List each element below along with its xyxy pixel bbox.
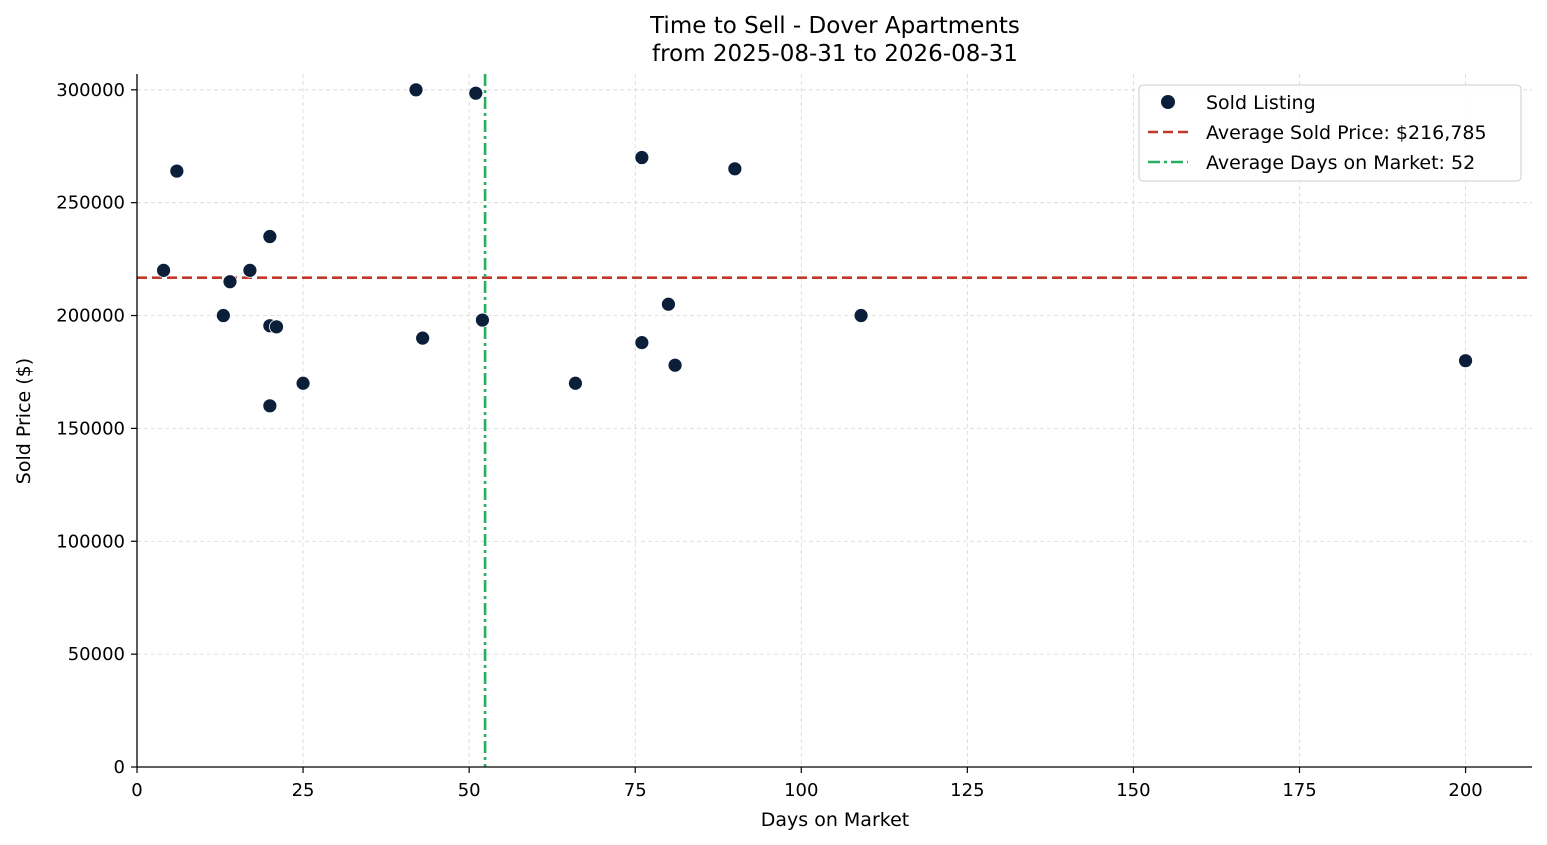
reference-lines (137, 74, 1532, 767)
axes (136, 74, 1532, 768)
legend-label-average-days: Average Days on Market: 52 (1206, 152, 1475, 174)
data-point (568, 375, 583, 391)
y-tick-label: 50000 (68, 644, 125, 665)
x-tick-label: 125 (950, 780, 984, 801)
data-point (634, 150, 650, 165)
data-point (475, 312, 490, 328)
data-point (661, 296, 676, 312)
y-tick-label: 250000 (56, 193, 125, 214)
data-point (262, 229, 278, 244)
data-point (242, 262, 258, 278)
data-points (156, 82, 1473, 414)
y-tick-label: 200000 (56, 306, 125, 327)
x-tick-label: 0 (131, 780, 142, 801)
data-point (156, 262, 171, 278)
y-tick-label: 300000 (56, 80, 125, 101)
data-point (269, 319, 284, 335)
data-point (727, 161, 743, 177)
x-tick-label: 75 (624, 780, 647, 801)
x-tick-label: 50 (458, 780, 481, 801)
y-tick-label: 100000 (56, 531, 125, 552)
axis-ticks: 0 25 50 75 100 125 150 175 200 0 50000 100000 150000… (56, 80, 1482, 801)
x-tick-label: 100 (784, 780, 818, 801)
data-point (853, 308, 869, 323)
data-point (634, 335, 650, 351)
data-point (667, 357, 683, 373)
legend-marker-sold-listing (1161, 95, 1175, 109)
data-point (1458, 353, 1473, 369)
data-point (215, 308, 231, 323)
chart-subtitle: from 2025-08-31 to 2026-08-31 (652, 41, 1018, 67)
x-tick-label: 175 (1282, 780, 1316, 801)
legend-label-average-price: Average Sold Price: $216,785 (1206, 122, 1487, 144)
legend-box (1138, 84, 1522, 182)
legend: Sold Listing Average Sold Price: $216,785… (1138, 84, 1522, 182)
y-tick-label: 150000 (56, 418, 125, 439)
chart-title: Time to Sell - Dover Apartments (649, 13, 1020, 39)
y-axis-label: Sold Price ($) (13, 358, 35, 484)
data-point (222, 274, 238, 290)
data-point (468, 85, 484, 101)
data-point (408, 82, 424, 98)
x-axis-label: Days on Market (761, 809, 909, 831)
x-tick-label: 200 (1448, 780, 1482, 801)
x-tick-label: 150 (1116, 780, 1150, 801)
data-point (295, 375, 311, 391)
y-tick-label: 0 (114, 757, 125, 778)
x-tick-label: 25 (292, 780, 315, 801)
data-point (169, 163, 185, 179)
data-point (262, 398, 278, 414)
legend-label-sold-listing: Sold Listing (1206, 92, 1316, 114)
data-point (415, 330, 431, 346)
